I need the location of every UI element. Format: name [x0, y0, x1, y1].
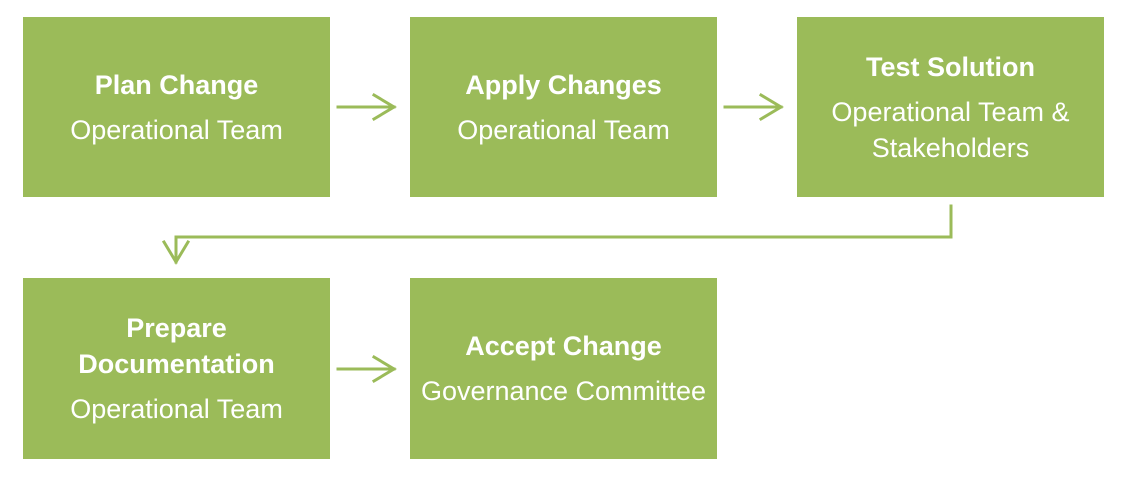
- step-title: Prepare Documentation: [78, 313, 275, 379]
- step-owner: Operational Team: [457, 114, 670, 145]
- step-title: Test Solution: [866, 51, 1035, 82]
- arrow-prepare-to-accept: [336, 354, 397, 384]
- arrow-apply-to-test: [723, 92, 784, 122]
- step-test-solution: Test Solution Operational Team & Stakeho…: [797, 17, 1104, 197]
- step-owner: Operational Team & Stakeholders: [831, 96, 1070, 163]
- step-title: Plan Change: [94, 69, 259, 100]
- step-plan-change: Plan Change Operational Team: [23, 17, 330, 197]
- step-owner: Operational Team: [70, 394, 283, 424]
- arrow-plan-to-apply: [336, 92, 397, 122]
- arrow-test-to-prepare: [161, 204, 953, 265]
- step-owner: Operational Team: [70, 114, 283, 145]
- step-title: Accept Change: [465, 331, 662, 361]
- step-prepare-documentation: Prepare Documentation Operational Team: [23, 278, 330, 459]
- step-accept-change: Accept Change Governance Committee: [410, 278, 717, 459]
- step-apply-changes: Apply Changes Operational Team: [410, 17, 717, 197]
- step-owner: Governance Committee: [420, 376, 707, 406]
- step-title: Apply Changes: [465, 69, 662, 100]
